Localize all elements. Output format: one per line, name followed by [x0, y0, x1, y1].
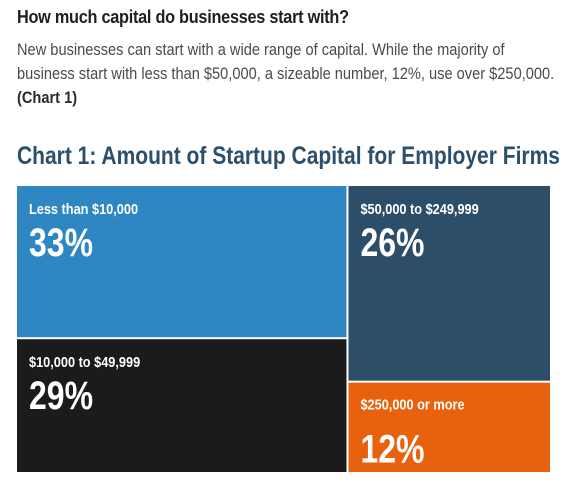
treemap-cell-less-than-10-000: Less than $10,000 33%	[17, 186, 347, 338]
treemap-value-250-000-or-more: 12%	[360, 426, 424, 471]
treemap-cell-50-000-to-249-999: $50,000 to $249,999 26%	[348, 186, 550, 381]
intro-line-1: New businesses can start with a wide ran…	[17, 40, 505, 59]
treemap-rect-250-000-or-more	[348, 382, 550, 472]
treemap-cell-10-000-to-49-999: $10,000 to $49,999 29%	[17, 339, 347, 472]
treemap-label-10-000-to-49-999: $10,000 to $49,999	[29, 353, 140, 370]
treemap-rect-less-than-10-000	[17, 186, 347, 338]
chart-title: Chart 1: Amount of Startup Capital for E…	[17, 142, 560, 170]
intro-line-2: business start with less than $50,000, a…	[17, 64, 555, 83]
treemap-label-50-000-to-249-999: $50,000 to $249,999	[360, 200, 479, 217]
treemap-label-250-000-or-more: $250,000 or more	[360, 396, 464, 413]
section-heading: How much capital do businesses start wit…	[17, 6, 349, 27]
treemap-value-10-000-to-49-999: 29%	[29, 373, 93, 418]
treemap-value-50-000-to-249-999: 26%	[360, 220, 424, 265]
intro-paragraph: New businesses can start with a wide ran…	[17, 38, 555, 110]
treemap-value-less-than-10-000: 33%	[29, 220, 93, 265]
treemap-label-less-than-10-000: Less than $10,000	[29, 200, 138, 217]
chart-reference: (Chart 1)	[17, 88, 78, 107]
treemap-rect-50-000-to-249-999	[348, 186, 550, 381]
treemap-rect-10-000-to-49-999	[17, 339, 347, 472]
treemap-cell-250-000-or-more: $250,000 or more 12%	[348, 382, 550, 472]
treemap-chart: Less than $10,000 33% $10,000 to $49,999 29…	[17, 186, 550, 472]
